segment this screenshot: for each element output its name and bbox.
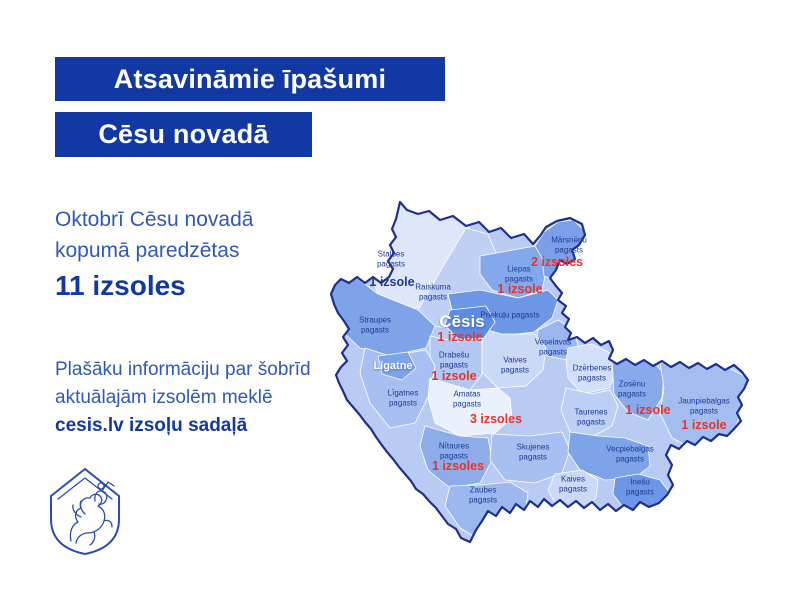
region-vecpiebalgas: [567, 431, 651, 481]
map-label-layer: Stalbes pagasts 1 izsole Raiskuma pagasts S…: [330, 198, 780, 558]
intro-line-2: kopumā paredzētas: [55, 239, 240, 262]
map-svg: [330, 200, 750, 544]
town-label: Līgatne: [373, 360, 413, 372]
auction-count: 1 izsole: [497, 282, 543, 296]
region-vaives: [479, 327, 547, 389]
parish-label: Veselavas pagasts: [534, 337, 572, 357]
info-link-text: cesis.lv izsoļu sadaļā: [55, 415, 248, 436]
parish-label: Vecpiebalgas pagasts: [606, 444, 654, 464]
town-label: Cēsis: [439, 312, 485, 331]
title-bar-2: Cēsu novadā: [55, 112, 312, 157]
title-bar-1: Atsavināmie īpašumi: [55, 57, 445, 101]
region-amatas: [427, 377, 513, 437]
title-line-2: Cēsu novadā: [98, 119, 269, 149]
region-dzerbenes: [565, 343, 618, 395]
info-line-2: aktuālajām izsolēm meklē: [55, 387, 273, 408]
parish-label: Dzērbenes pagasts: [572, 363, 612, 383]
parish-label: Stalbes pagasts: [376, 249, 406, 269]
parish-label: Mārsnēnu pagasts: [551, 235, 587, 255]
auction-total: 11 izsoles: [55, 270, 186, 301]
auction-count: 1 izsole: [431, 369, 477, 383]
cesu-novads-map: Stalbes pagasts 1 izsole Raiskuma pagasts S…: [330, 198, 780, 558]
parish-label: Drabešu pagasts: [438, 350, 470, 370]
region-nitaures: [419, 425, 493, 489]
parish-label: Jaunpiebalgas pagasts: [678, 396, 730, 416]
intro-line-1: Oktobrī Cēsu novadā: [55, 208, 254, 231]
auction-count: 3 izsoles: [469, 412, 523, 426]
auction-count: 1 izsole: [681, 418, 727, 432]
crest-shield-outline: [50, 468, 120, 555]
region-taurenes: [560, 387, 619, 439]
parish-label: Straupes pagasts: [358, 315, 392, 335]
parish-label: Raiskuma pagasts: [415, 282, 451, 302]
title-line-1: Atsavināmie īpašumi: [113, 63, 387, 94]
parish-label: Līgatnes pagasts: [387, 388, 419, 408]
region-cesis-city: [444, 305, 496, 340]
auction-count: 1 izsoles: [431, 459, 485, 473]
parish-label: Inešu pagasts: [625, 477, 655, 497]
coat-of-arms: [50, 468, 120, 555]
parish-label: Zosēnu pagasts: [617, 379, 647, 399]
parish-label: Zaubes pagasts: [468, 485, 498, 505]
parish-label: Amatas pagasts: [452, 389, 482, 409]
parish-label: Taurenes pagasts: [574, 407, 608, 427]
parish-label: Skujenes pagasts: [516, 442, 550, 462]
auction-count: 1 izsole: [369, 275, 415, 289]
intro-text: Oktobrī Cēsu novadā kopumā paredzētas 11…: [55, 204, 253, 304]
info-text: Plašāku informāciju par šobrīd aktuālajā…: [55, 356, 311, 440]
parish-label: Liepas pagasts: [504, 264, 534, 284]
parish-label: Priekuļu pagasts: [480, 310, 540, 320]
parish-label: Kaives pagasts: [558, 474, 588, 494]
crest-chevron-and-knight: [57, 477, 115, 546]
auction-count: 1 izsole: [625, 403, 671, 417]
auction-count: 1 izsole: [437, 330, 483, 344]
auction-count: 2 izsoles: [530, 255, 584, 269]
parish-label: Vaives pagasts: [500, 355, 530, 375]
municipality-border: [330, 200, 750, 544]
info-line-1: Plašāku informāciju par šobrīd: [55, 359, 311, 380]
region-ligatne-town: [377, 351, 417, 381]
parish-label: Nītaures pagasts: [438, 441, 470, 461]
